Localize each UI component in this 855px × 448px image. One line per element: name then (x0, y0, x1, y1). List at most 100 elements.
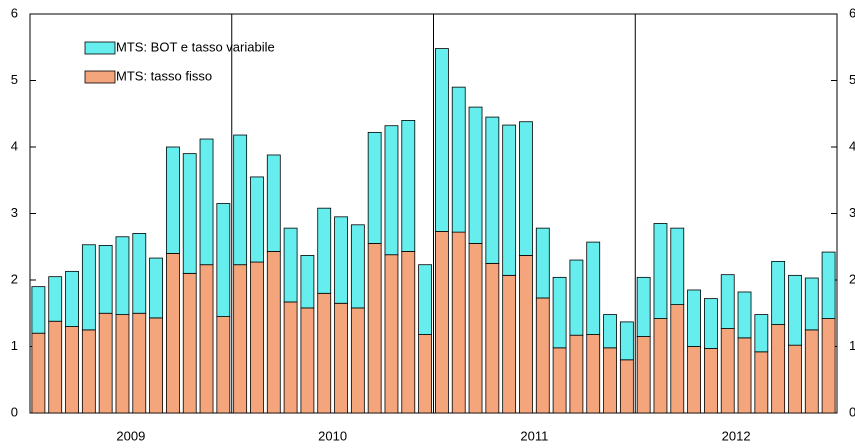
bar-segment (300, 254, 315, 309)
bar-segment (586, 241, 601, 335)
bar-segment (283, 227, 298, 303)
bar-segment (149, 257, 163, 319)
bar-segment (435, 48, 449, 232)
bar-segment (81, 244, 96, 331)
bar-segment (233, 264, 248, 414)
bar-segment (367, 131, 382, 244)
bar-segment (771, 260, 786, 325)
bar-segment (115, 236, 130, 315)
y-tick-label: 0 (11, 404, 18, 419)
bar-segment (468, 243, 483, 414)
group-label: 2011 (520, 428, 548, 443)
bar-segment (636, 276, 651, 337)
bar-segment (384, 254, 399, 414)
bar-segment (334, 302, 348, 414)
bar-segment (535, 227, 550, 299)
bar-segment (552, 276, 567, 349)
bar-segment (350, 307, 365, 414)
legend-swatch (84, 70, 116, 84)
bar-segment (199, 138, 214, 266)
bar-segment (804, 277, 819, 331)
bar-segment (48, 320, 63, 414)
y2-tick-label: 3 (849, 205, 855, 220)
y2-tick-label: 1 (849, 338, 855, 353)
bar-segment (670, 304, 685, 414)
bar-segment (98, 312, 113, 414)
bar-segment (468, 106, 483, 244)
bar-segment (418, 264, 432, 335)
bar-segment (401, 120, 416, 252)
y-tick-label: 5 (11, 72, 18, 87)
y2-tick-label: 4 (849, 138, 855, 153)
bar-segment (31, 332, 46, 414)
bar-segment (569, 334, 584, 414)
bar-segment (720, 274, 735, 329)
bar-segment (367, 243, 382, 414)
bar-segment (619, 359, 634, 414)
bar-segment (603, 347, 617, 414)
y-tick-label: 6 (11, 5, 18, 20)
bar-segment (182, 153, 197, 274)
bar-segment (737, 291, 752, 339)
bar-segment (704, 348, 718, 414)
bar-segment (250, 261, 264, 414)
bar-segment (132, 312, 147, 414)
bar-segment (166, 146, 180, 254)
bar-segment (485, 116, 500, 264)
bar-segment (317, 207, 332, 294)
bar-segment (821, 318, 836, 414)
bar-segment (552, 347, 567, 414)
bar-segment (451, 86, 466, 233)
bar-segment (519, 121, 533, 256)
bar-segment (81, 329, 96, 414)
bar-segment (418, 334, 432, 414)
y-tick-label: 1 (11, 338, 18, 353)
bar-segment (603, 314, 617, 349)
bar-segment (98, 245, 113, 314)
y2-tick-label: 5 (849, 72, 855, 87)
bar-segment (31, 286, 46, 334)
bar-segment (670, 227, 685, 306)
bar-segment (166, 252, 180, 414)
bar-segment (65, 326, 79, 414)
bar-segment (216, 316, 231, 414)
bar-segment (619, 321, 634, 361)
bar-segment (788, 344, 802, 414)
y-tick-label: 3 (11, 205, 18, 220)
bar-segment (334, 216, 348, 304)
bar-segment (804, 329, 819, 414)
bar-segment (720, 328, 735, 414)
bar-segment (233, 134, 248, 266)
bar-segment (182, 272, 197, 414)
y2-tick-label: 2 (849, 271, 855, 286)
bar-segment (283, 301, 298, 414)
bar-segment (435, 231, 449, 414)
bar-segment (502, 124, 517, 276)
bar-segment (821, 251, 836, 319)
bar-segment (754, 351, 769, 414)
bar-segment (48, 276, 63, 322)
bar-segment (199, 264, 214, 414)
y2-tick-label: 0 (849, 404, 855, 419)
bar-segment (300, 307, 315, 414)
bar-segment (788, 274, 802, 346)
y2-tick-label: 6 (849, 5, 855, 20)
bar-segment (266, 154, 281, 252)
y-tick-label: 4 (11, 138, 18, 153)
bar-segment (485, 262, 500, 414)
bar-segment (216, 203, 231, 317)
bar-segment (569, 259, 584, 336)
bar-segment (401, 251, 416, 414)
bar-segment (132, 233, 147, 314)
bar-segment (653, 223, 668, 319)
group-label: 2010 (318, 428, 347, 443)
bar-segment (653, 318, 668, 414)
bar-segment (704, 298, 718, 349)
bar-segment (687, 289, 701, 347)
group-label: 2012 (722, 428, 751, 443)
bar-segment (636, 336, 651, 414)
bar-segment (317, 292, 332, 414)
legend-label: MTS: BOT e tasso variabile (116, 39, 275, 54)
bar-segment (65, 270, 79, 327)
